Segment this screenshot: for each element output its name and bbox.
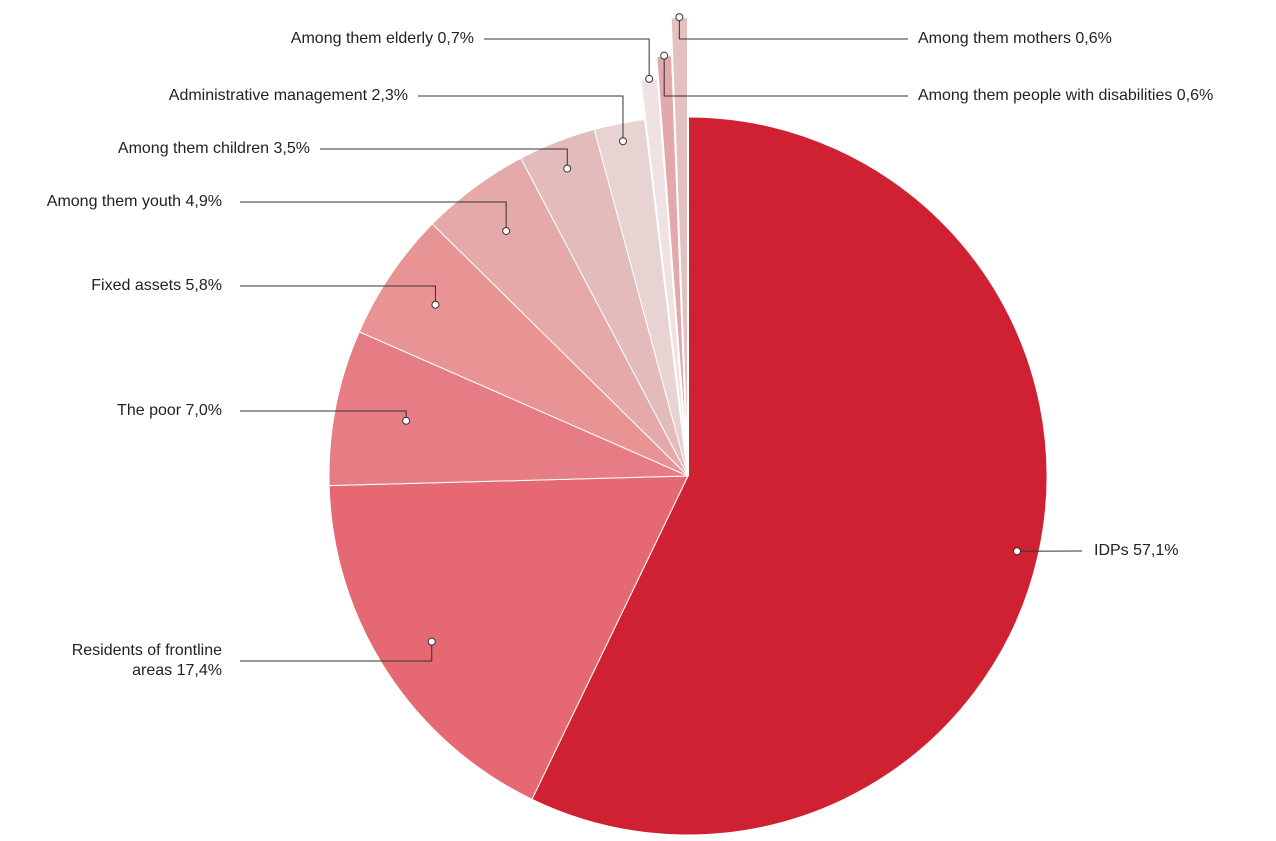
leader-dot-1 — [1013, 548, 1020, 555]
leader-line-9 — [664, 56, 908, 96]
leader-line-8 — [484, 39, 649, 79]
slice-label-7: Administrative management 2,3% — [169, 87, 408, 104]
slice-label-8: Among them elderly 0,7% — [291, 30, 474, 47]
leader-dot-8 — [646, 75, 653, 82]
slice-label-3: The poor 7,0% — [117, 402, 222, 419]
leader-dot-6 — [564, 165, 571, 172]
slice-label-4: Fixed assets 5,8% — [91, 277, 222, 294]
slice-label-1: IDPs 57,1% — [1094, 542, 1178, 559]
leader-dot-5 — [503, 227, 510, 234]
slice-label-6: Among them children 3,5% — [118, 140, 310, 157]
slice-label-9: Among them people with disabilities 0,6% — [918, 87, 1213, 104]
leader-dot-3 — [403, 417, 410, 424]
leader-dot-10 — [676, 14, 683, 21]
leader-dot-9 — [661, 52, 668, 59]
slices-layer — [329, 17, 1047, 835]
leader-line-10 — [679, 17, 908, 39]
leader-dot-7 — [619, 138, 626, 145]
slice-label-5: Among them youth 4,9% — [47, 193, 222, 210]
leader-dot-2 — [428, 638, 435, 645]
leader-dot-4 — [432, 301, 439, 308]
slice-label-10: Among them mothers 0,6% — [918, 30, 1112, 47]
